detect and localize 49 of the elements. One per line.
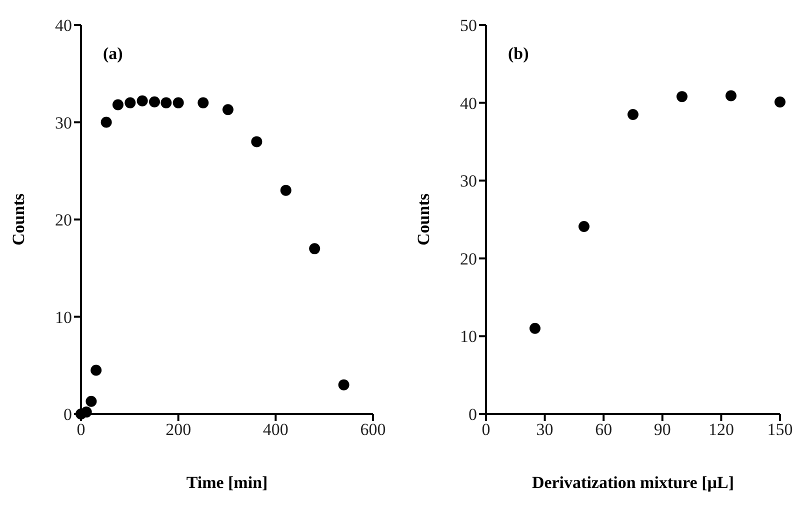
y-tick-label: 20 [460, 249, 477, 268]
y-axis-title: Counts [9, 193, 28, 246]
y-tick-label: 30 [460, 172, 477, 191]
x-tick-label: 150 [767, 420, 793, 440]
point [124, 97, 136, 108]
y-tick-label: 40 [55, 16, 72, 36]
x-axis-title: Derivatization mixture [µL] [532, 473, 734, 492]
point [198, 97, 209, 108]
y-tick-label: 0 [64, 405, 72, 424]
x-tick-label: 200 [166, 420, 192, 440]
y-tick-label: 10 [55, 308, 72, 327]
y-tick-label: 50 [460, 16, 477, 36]
y-tick-label: 30 [55, 113, 72, 132]
x-tick-label: 30 [536, 420, 554, 440]
y-tick-label: 10 [460, 327, 477, 346]
point [222, 104, 234, 116]
x-tick-label: 400 [262, 420, 288, 440]
point [90, 364, 102, 376]
point [148, 96, 160, 108]
point [172, 97, 184, 108]
point [100, 116, 112, 128]
point [136, 95, 148, 106]
point [86, 396, 97, 407]
point [628, 108, 638, 120]
point [80, 406, 92, 418]
x-tick-label: 90 [654, 420, 671, 440]
point [160, 97, 172, 108]
x-tick-label: 600 [360, 420, 386, 440]
x-tick-label: 0 [76, 420, 86, 440]
y-axis-title: Counts [414, 193, 434, 246]
annotation: (b) [508, 44, 529, 64]
annotation: (a) [103, 44, 123, 64]
x-tick-label: 60 [595, 420, 612, 440]
point [676, 91, 688, 102]
x-axis-title: Time [min] [186, 473, 268, 492]
point [112, 99, 124, 110]
y-tick-label: 20 [55, 210, 72, 230]
y-tick-label: 40 [460, 94, 477, 113]
point [251, 136, 262, 148]
point [280, 184, 292, 196]
point [530, 322, 540, 334]
point [726, 90, 736, 102]
x-tick-label: 0 [482, 420, 490, 440]
point [338, 379, 350, 390]
x-tick-label: 120 [708, 420, 734, 440]
point [774, 96, 786, 108]
point [309, 243, 320, 254]
y-tick-label: 0 [468, 405, 477, 424]
point [578, 221, 590, 232]
